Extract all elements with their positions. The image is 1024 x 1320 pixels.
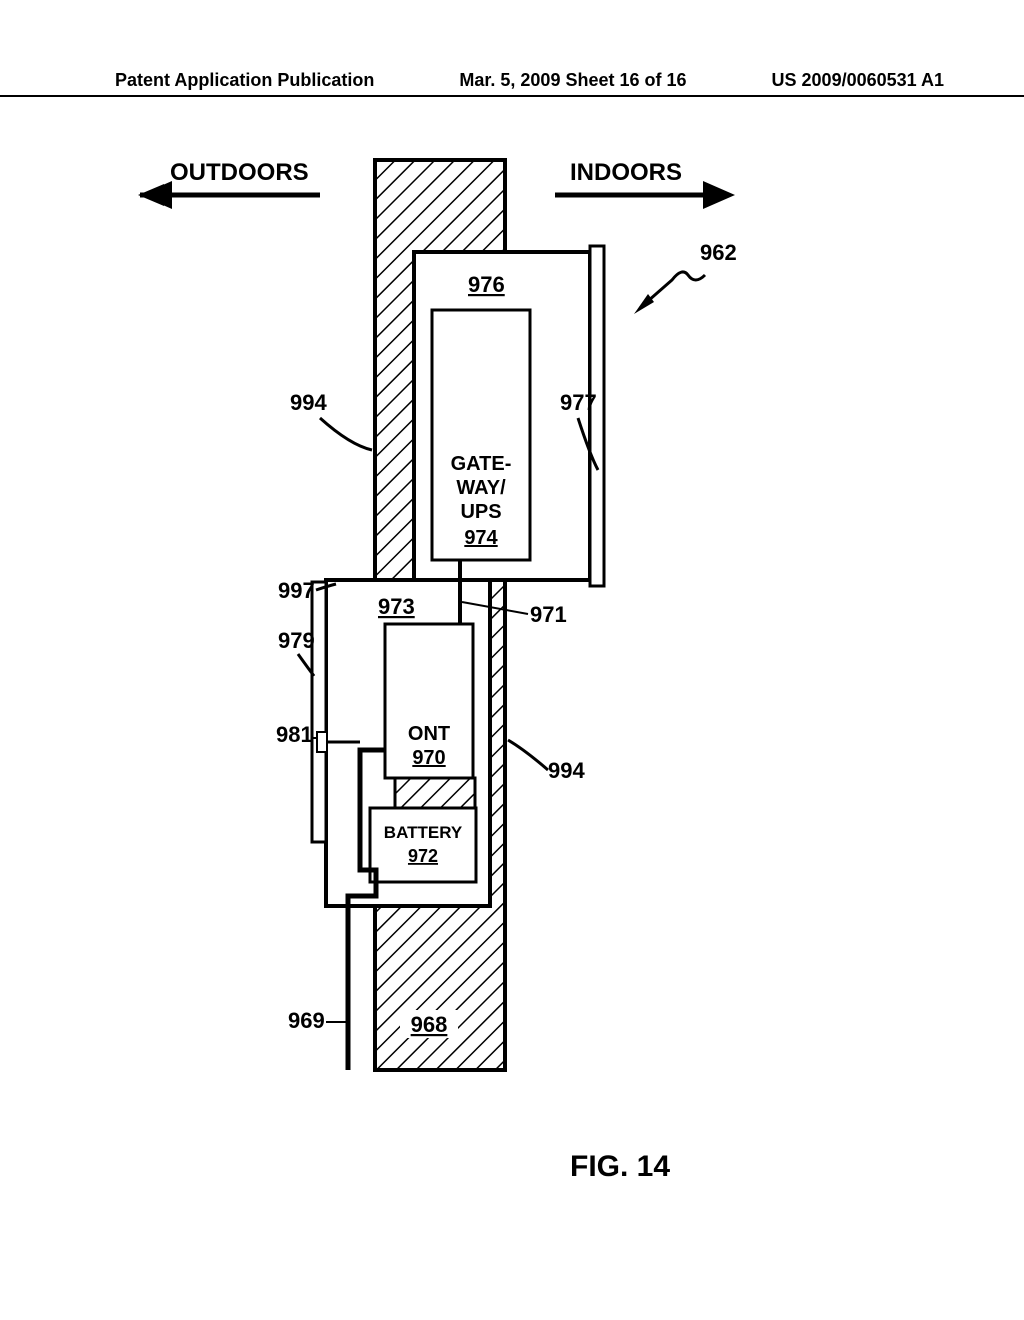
outdoor-enclosure-lip bbox=[312, 582, 326, 842]
indoors-label: INDOORS bbox=[570, 159, 682, 186]
ref-981: 981 bbox=[276, 722, 313, 747]
diagram-svg: OUTDOORS INDOORS 976 GATE- WAY/ UPS 974 … bbox=[0, 0, 1024, 1320]
wall-ref: 968 bbox=[411, 1012, 448, 1037]
battery-label: BATTERY bbox=[384, 823, 463, 842]
battery-box bbox=[370, 808, 476, 882]
ref-977: 977 bbox=[560, 390, 597, 415]
ref-994-top: 994 bbox=[290, 390, 327, 415]
ref-971: 971 bbox=[530, 602, 567, 627]
wall-cutout bbox=[395, 778, 475, 808]
outdoors-arrowhead bbox=[140, 181, 172, 209]
ref-962: 962 bbox=[700, 240, 737, 265]
leader-994-bottom bbox=[508, 740, 548, 770]
ref-994-bottom: 994 bbox=[548, 758, 585, 783]
outdoors-label: OUTDOORS bbox=[170, 159, 309, 186]
battery-ref: 972 bbox=[408, 846, 438, 866]
ref-969: 969 bbox=[288, 1008, 325, 1033]
gateway-line1: GATE- bbox=[451, 453, 512, 475]
leader-994-top bbox=[320, 418, 372, 450]
ont-ref: 970 bbox=[412, 747, 445, 769]
indoor-enclosure-lip bbox=[590, 246, 604, 586]
ref-973: 973 bbox=[378, 594, 415, 619]
ont-label: ONT bbox=[408, 723, 450, 745]
indoors-arrowhead bbox=[703, 181, 735, 209]
page: Patent Application Publication Mar. 5, 2… bbox=[0, 0, 1024, 1320]
gateway-line3: UPS bbox=[460, 501, 501, 523]
ref-997: 997 bbox=[278, 578, 315, 603]
ref-979: 979 bbox=[278, 628, 315, 653]
gateway-ref: 974 bbox=[464, 527, 498, 549]
figure-caption: FIG. 14 bbox=[570, 1150, 670, 1184]
connector-981 bbox=[317, 732, 327, 752]
gateway-line2: WAY/ bbox=[456, 477, 506, 499]
ref-976: 976 bbox=[468, 272, 505, 297]
